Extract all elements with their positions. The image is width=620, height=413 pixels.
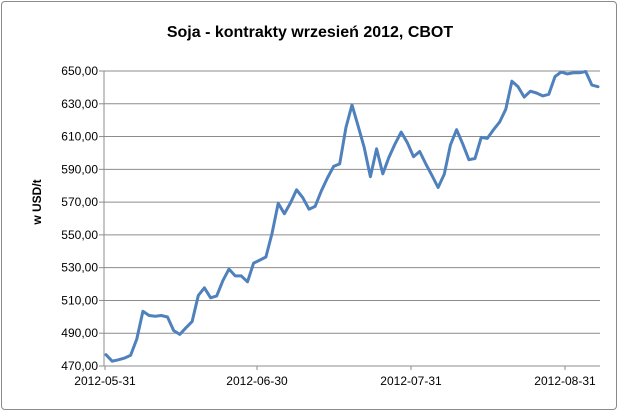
y-tick-label: 550,00 — [61, 228, 98, 242]
series-line — [104, 70, 600, 363]
y-tick-label: 510,00 — [61, 293, 98, 307]
y-tick-label: 650,00 — [61, 64, 98, 78]
x-tick-labels: 2012-05-31 2012-06-30 2012-07-31 2012-08-31 — [74, 374, 596, 388]
y-tick-labels: 470,00 490,00 510,00 530,00 550,00 570,00 590,… — [61, 64, 98, 373]
x-tick-label: 2012-07-31 — [380, 374, 442, 388]
y-tick-label: 590,00 — [61, 162, 98, 176]
x-tick-label: 2012-08-31 — [534, 374, 596, 388]
y-tick-label: 490,00 — [61, 326, 98, 340]
y-tick-label: 470,00 — [61, 359, 98, 373]
y-tick-label: 570,00 — [61, 195, 98, 209]
chart-title: Soja - kontrakty wrzesień 2012, CBOT — [166, 24, 454, 41]
x-tick-label: 2012-05-31 — [74, 374, 136, 388]
gridlines — [104, 70, 600, 367]
y-tick-label: 630,00 — [61, 97, 98, 111]
y-tick-label: 610,00 — [61, 130, 98, 144]
series-group — [104, 70, 600, 363]
y-tick-label: 530,00 — [61, 261, 98, 275]
axes — [99, 70, 600, 370]
x-tick-label: 2012-06-30 — [226, 374, 288, 388]
